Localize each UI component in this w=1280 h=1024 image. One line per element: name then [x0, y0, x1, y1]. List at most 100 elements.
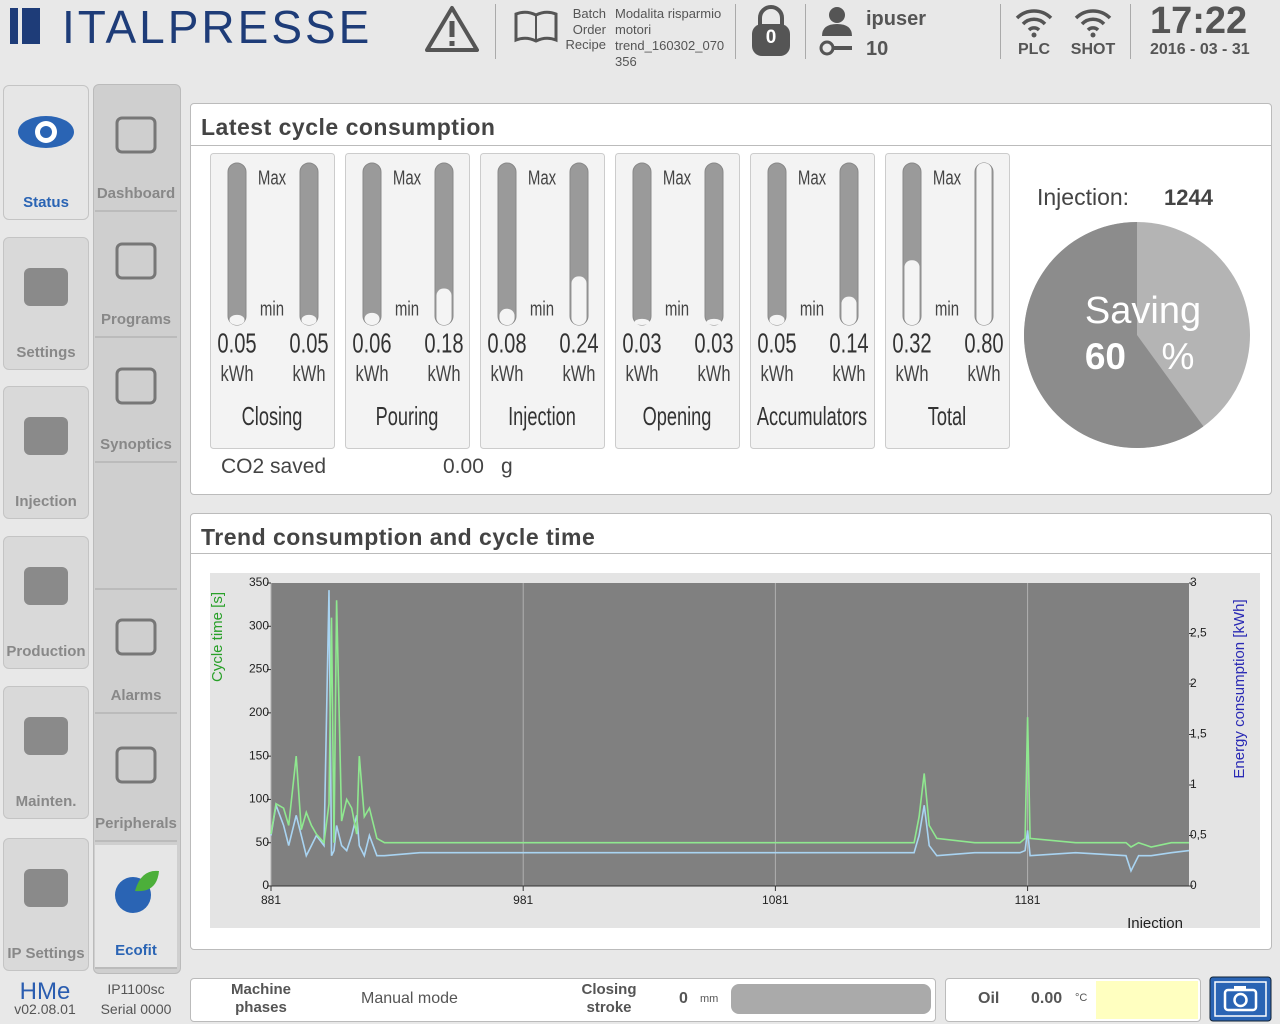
nav-button[interactable]: Injection [3, 386, 89, 519]
stroke-label: Closing stroke [569, 981, 649, 1017]
gauge-unit: kWh [563, 362, 596, 387]
gauges: Maxmin0.05kWh0.05kWhClosingMaxmin0.06kWh… [210, 153, 1012, 450]
gauge-fill [500, 309, 515, 325]
gauge-tube [300, 163, 318, 325]
gauge-unit: kWh [698, 362, 731, 387]
gauge-unit: kWh [221, 362, 254, 387]
icon-shape [117, 244, 155, 278]
min-label: min [260, 297, 284, 320]
x-tick-label: 881 [261, 893, 281, 907]
shot-label: SHOT [1063, 41, 1123, 59]
co2-unit: g [501, 455, 513, 479]
gauge-unit: kWh [896, 362, 929, 387]
nav-button[interactable] [95, 464, 177, 590]
gauge-value: 0.80 [964, 328, 1003, 359]
nav-icon [111, 110, 161, 160]
gauge-value: 0.08 [487, 328, 526, 359]
nav-icon [16, 707, 76, 767]
nav-button[interactable]: Ecofit [95, 845, 177, 969]
gauge-unit: kWh [761, 362, 794, 387]
gauge-name: Closing [242, 402, 303, 431]
plc-label: PLC [1014, 41, 1054, 59]
nav-button[interactable]: Mainten. [3, 686, 89, 819]
gauge-value: 0.06 [352, 328, 391, 359]
nav-button[interactable]: Production [3, 536, 89, 669]
gauge-unit: kWh [428, 362, 461, 387]
y-tick-label: 150 [249, 748, 269, 762]
nav-button[interactable]: Peripherals [95, 718, 177, 842]
separator [495, 4, 496, 59]
y-tick-label: 0 [262, 878, 269, 892]
gauge-tube [363, 163, 381, 325]
user-icon [817, 4, 859, 58]
recipe-labels: BatchOrderRecipe [560, 6, 606, 53]
gauge-fill [572, 276, 587, 325]
nav-icon [111, 867, 161, 917]
nav-label: Alarms [95, 687, 177, 704]
trend-chart: 8819811081118105010015020025030035000,51… [210, 573, 1260, 928]
co2-value: 0.00 [443, 455, 484, 479]
nav-button[interactable]: Dashboard [95, 88, 177, 212]
gauge-tube [768, 163, 786, 325]
nav-icon [16, 258, 76, 318]
gauge-value: 0.05 [757, 328, 796, 359]
gauge-tube [228, 163, 246, 325]
separator [1130, 4, 1131, 59]
recipe-value: trend_160302_070356 [615, 38, 725, 69]
gauge-unit: kWh [293, 362, 326, 387]
nav-icon [111, 361, 161, 411]
max-label: Max [798, 166, 826, 189]
nav-icon [111, 612, 161, 662]
camera-button[interactable] [1209, 976, 1272, 1022]
gauge-fill [707, 319, 722, 325]
gauge-unit: kWh [968, 362, 1001, 387]
gauge-fill [977, 163, 992, 325]
user-level: 10 [866, 38, 888, 61]
nav-icon [16, 106, 76, 166]
nav-button[interactable]: Synoptics [95, 339, 177, 463]
x-tick-label: 1081 [762, 893, 789, 907]
separator [805, 4, 806, 59]
gauge-fill [230, 315, 245, 325]
nav-button[interactable]: Settings [3, 237, 89, 370]
status-bar: Machine phases Manual mode Closing strok… [190, 978, 936, 1022]
nav-icon [16, 859, 76, 919]
nav-icon [111, 740, 161, 790]
nav-label: Peripherals [95, 815, 177, 832]
icon-shape [24, 869, 68, 907]
nav-label: Ecofit [95, 942, 177, 959]
nav-label: Settings [4, 344, 88, 361]
mode: Manual mode [361, 990, 458, 1008]
saving-label: Saving [1085, 290, 1201, 332]
min-label: min [935, 297, 959, 320]
stroke-value: 0 [679, 990, 688, 1008]
gauge-value: 0.32 [892, 328, 931, 359]
max-label: Max [933, 166, 961, 189]
co2-label: CO2 saved [221, 455, 326, 479]
y2-tick-label: 0 [1190, 878, 1197, 892]
nav-label: Status [4, 194, 88, 211]
gauge-fill [635, 319, 650, 325]
gauge-unit: kWh [626, 362, 659, 387]
gauge-name: Total [928, 402, 966, 431]
gauge-fill [842, 297, 857, 325]
gauge-value: 0.24 [559, 328, 598, 359]
gauge-value: 0.05 [217, 328, 256, 359]
max-label: Max [393, 166, 421, 189]
nav-label: Synoptics [95, 436, 177, 453]
nav-button[interactable]: Programs [95, 214, 177, 338]
gauge-name: Accumulators [757, 402, 867, 431]
icon-shape [24, 417, 68, 455]
oil-unit: °C [1075, 992, 1087, 1004]
nav-icon [16, 557, 76, 617]
nav-button[interactable]: Alarms [95, 590, 177, 714]
min-label: min [800, 297, 824, 320]
clock: 17:22 [1150, 0, 1247, 43]
nav-button[interactable]: Status [3, 85, 89, 220]
panel-title: Trend consumption and cycle time [201, 524, 595, 551]
icon-shape [117, 118, 155, 152]
y-tick-label: 200 [249, 705, 269, 719]
x-axis-title: Injection [1127, 915, 1183, 928]
y-tick-label: 100 [249, 792, 269, 806]
nav-button[interactable]: IP Settings [3, 838, 89, 971]
